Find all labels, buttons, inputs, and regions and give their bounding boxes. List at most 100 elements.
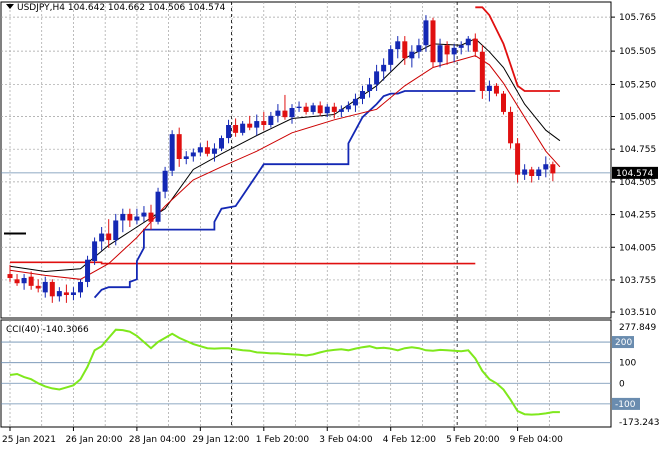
- candle-body: [141, 212, 147, 217]
- candle-body: [451, 47, 457, 55]
- candle-body: [56, 291, 62, 297]
- cci-line: [9, 328, 560, 416]
- candle-body: [543, 164, 549, 170]
- candle-body: [345, 105, 351, 110]
- candle-body: [458, 45, 464, 48]
- candle-body: [444, 45, 450, 55]
- time-tick-label: 5 Feb 20:00: [446, 435, 500, 445]
- cci-min-label: -173.2439: [619, 418, 660, 428]
- candle-body: [486, 85, 492, 91]
- candle-body: [78, 281, 83, 293]
- candle-body: [240, 123, 246, 133]
- candle-body: [529, 169, 535, 176]
- time-tick-label: 25 Jan 2021: [2, 435, 56, 445]
- cci-level-tag: [612, 336, 634, 349]
- candle-body: [190, 152, 196, 157]
- candle-body: [176, 134, 182, 159]
- candle-body: [254, 121, 260, 128]
- price-tick-label: 105.250: [619, 80, 656, 90]
- candle-body: [493, 85, 499, 94]
- candle-body: [289, 108, 295, 118]
- candle-body: [465, 38, 471, 46]
- price-tick-label: 105.505: [619, 47, 656, 57]
- ohlc-readout: 104.642 104.662 104.506 104.574: [67, 3, 226, 13]
- price-tick-label: 103.755: [619, 276, 656, 286]
- candle-body: [49, 281, 55, 297]
- time-tick-label: 26 Jan 20:00: [65, 435, 122, 445]
- candle-body: [331, 106, 337, 112]
- stop-line-blue: [93, 90, 476, 299]
- candle-body: [63, 292, 69, 295]
- time-tick-label: 9 Feb 04:00: [510, 435, 564, 445]
- candle-body: [296, 106, 302, 108]
- candle-body: [169, 134, 175, 171]
- candle-body: [183, 156, 189, 159]
- candle-body: [360, 91, 365, 99]
- candle-body: [508, 111, 514, 144]
- candle-body: [134, 216, 140, 221]
- candle-body: [515, 143, 521, 175]
- price-tick-label: 104.005: [619, 243, 656, 253]
- candle-body: [204, 147, 210, 154]
- candle-body: [42, 281, 48, 293]
- price-tick-label: 104.255: [619, 211, 656, 221]
- time-tick-label: 3 Feb 04:00: [319, 435, 373, 445]
- candle-body: [324, 106, 330, 114]
- candle-body: [92, 241, 98, 261]
- candle-body: [409, 51, 415, 59]
- price-tick-label: 105.765: [619, 13, 656, 23]
- current-price-tag: [612, 166, 658, 179]
- candle-body: [501, 93, 506, 112]
- price-tick-label: 104.505: [619, 178, 656, 188]
- candle-body: [367, 84, 373, 91]
- chart-header: USDJPY,H4 104.642 104.662 104.506 104.57…: [6, 3, 225, 13]
- candle-body: [247, 123, 253, 128]
- candle-body: [99, 233, 105, 242]
- candle-body: [268, 115, 274, 125]
- time-tick-label: 29 Jan 12:00: [192, 435, 249, 445]
- moving-average-black: [9, 38, 561, 273]
- candle-body: [522, 169, 528, 175]
- candle-body: [14, 279, 20, 284]
- main-panel-frame: [0, 1, 612, 319]
- cci-max-label: 277.849: [619, 323, 656, 333]
- cci-level-label: 0: [619, 379, 625, 389]
- dropdown-triangle-icon[interactable]: [6, 4, 14, 9]
- candle-body: [226, 125, 232, 139]
- stop-line-red-high: [475, 6, 560, 92]
- cci-level-label: 100: [619, 359, 636, 369]
- candle-body: [437, 45, 443, 63]
- candle-body: [303, 106, 309, 112]
- candle-body: [127, 213, 133, 221]
- cci-level-label: 200: [615, 338, 632, 348]
- candle-body: [416, 45, 422, 52]
- candle-body: [70, 292, 76, 295]
- candle-body: [211, 148, 217, 154]
- candle-body: [85, 259, 91, 282]
- candle-body: [197, 147, 203, 153]
- candle-body: [402, 41, 408, 59]
- candle-body: [155, 191, 161, 222]
- cci-level-label: -100: [615, 400, 636, 410]
- candle-body: [317, 105, 323, 114]
- candle-body: [388, 49, 394, 65]
- price-tick-label: 104.755: [619, 145, 656, 155]
- candle-body: [275, 110, 281, 116]
- candle-body: [430, 20, 436, 63]
- candle-body: [21, 278, 27, 284]
- stop-line-red-low: [10, 261, 476, 265]
- candle-body: [536, 169, 542, 176]
- candle-body: [120, 213, 126, 221]
- price-tick-label: 105.005: [619, 113, 656, 123]
- time-tick-label: 28 Jan 04:00: [129, 435, 186, 445]
- indicator-label: CCI(40) -140.3066: [6, 325, 89, 335]
- candle-body: [219, 138, 224, 149]
- candle-body: [550, 164, 556, 174]
- candle-body: [381, 64, 387, 72]
- time-tick-label: 4 Feb 12:00: [383, 435, 437, 445]
- candle-body: [374, 71, 380, 85]
- candle-body: [233, 125, 239, 133]
- candle-body: [352, 98, 358, 106]
